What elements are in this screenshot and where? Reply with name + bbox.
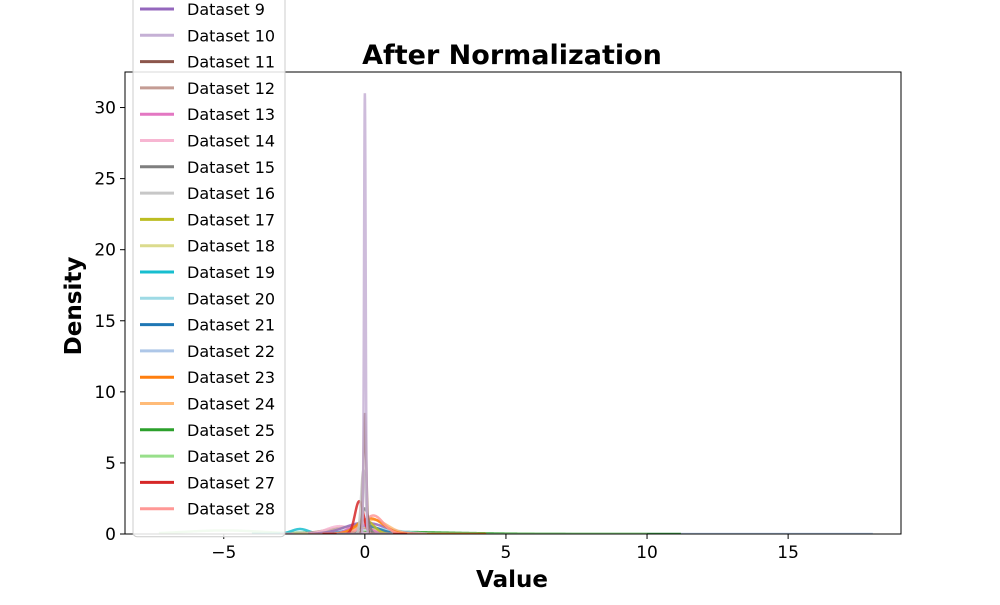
legend: Dataset 9 Dataset 10 Dataset 11 Dataset 12 D… (132, 0, 286, 538)
legend-label: Dataset 16 (187, 184, 275, 203)
y-axis-label: Density (61, 257, 87, 356)
legend-label: Dataset 10 (187, 26, 275, 45)
x-tick-label: 5 (501, 543, 512, 563)
x-tick-label: 10 (636, 543, 658, 563)
x-axis-label: Value (476, 567, 548, 593)
x-tick-label: 0 (359, 543, 370, 563)
y-tick-label: 0 (105, 525, 116, 545)
legend-label: Dataset 23 (187, 368, 275, 387)
legend-label: Dataset 9 (187, 0, 265, 19)
legend-label: Dataset 24 (187, 395, 275, 414)
legend-label: Dataset 12 (187, 79, 275, 98)
legend-label: Dataset 13 (187, 105, 275, 124)
y-tick-label: 5 (105, 454, 116, 474)
x-tick-label: −5 (211, 543, 236, 563)
legend-label: Dataset 14 (187, 132, 275, 151)
y-tick-label: 10 (94, 383, 116, 403)
legend-label: Dataset 27 (187, 473, 275, 492)
y-axis-ticks: 0 5 10 15 20 25 30 (94, 99, 125, 545)
y-tick-label: 20 (94, 241, 116, 261)
legend-label: Dataset 17 (187, 210, 275, 229)
series-line (336, 468, 394, 534)
legend-label: Dataset 25 (187, 421, 275, 440)
legend-label: Dataset 20 (187, 289, 275, 308)
legend-label: Dataset 15 (187, 158, 275, 177)
legend-label: Dataset 19 (187, 263, 275, 282)
x-axis-ticks: −5 0 5 10 15 (211, 534, 799, 563)
plot-frame (124, 71, 902, 535)
y-tick-label: 15 (94, 312, 116, 332)
legend-label: Dataset 26 (187, 447, 275, 466)
series-line (322, 500, 408, 534)
legend-label: Dataset 11 (187, 53, 275, 72)
legend-label: Dataset 22 (187, 342, 275, 361)
series-line (336, 507, 394, 534)
y-tick-label: 30 (94, 99, 116, 119)
series-line (336, 412, 394, 534)
legend-label: Dataset 18 (187, 237, 275, 256)
series-line (336, 93, 394, 534)
legend-label: Dataset 21 (187, 316, 275, 335)
legend-label: Dataset 28 (187, 500, 275, 519)
x-tick-label: 15 (777, 543, 799, 563)
y-tick-label: 25 (94, 170, 116, 190)
chart-title: After Normalization (362, 40, 662, 71)
